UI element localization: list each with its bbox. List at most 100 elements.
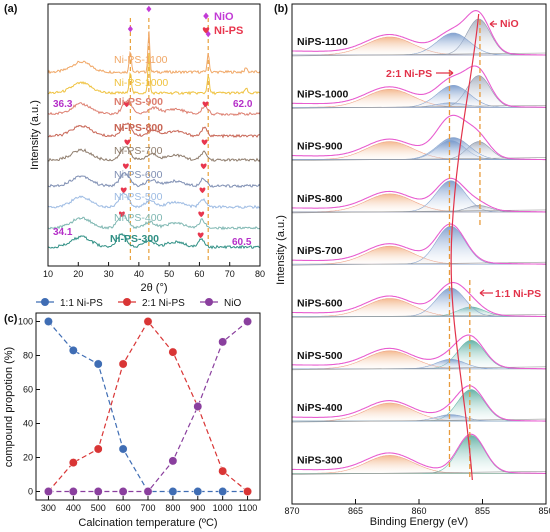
panel-a-y-label: Intensity (a.u.): [29, 100, 41, 170]
panel-c-x-tick-label: 1100: [238, 503, 257, 513]
panel-c-data-point: [243, 317, 253, 326]
panel-a-annotation: 62.0: [233, 99, 253, 110]
panel-a-nips-marker: [120, 187, 127, 194]
panel-c-legend-marker: [41, 298, 49, 306]
panel-b-component-peak-2-1: [292, 137, 546, 160]
panel-b-component-peak-2-1: [292, 359, 546, 370]
panel-a-x-label: 2θ (°): [140, 282, 167, 294]
panel-a-curve: [47, 232, 261, 250]
panel-b-x-label: Binding Energy (eV): [370, 516, 468, 528]
panel-c-data-point: [168, 487, 178, 496]
panel-c-x-tick-label: 800: [165, 503, 180, 513]
panel-a-curve: [47, 146, 261, 163]
panel-b-baseline: [291, 52, 547, 57]
panel-a-series-label: Ni-PS-800: [114, 122, 163, 134]
panel-a-series-labels: Ni-PS-1100 Ni-PS-1000 Ni-PS-900 Ni-PS-800 Ni…: [110, 54, 168, 245]
panel-c-x-tick-label: 700: [140, 503, 155, 513]
panel-a-x-tick-label: 30: [104, 269, 114, 279]
panel-a-nips-marker: [202, 101, 209, 108]
panel-b-envelope: [292, 385, 546, 422]
panel-b-series-label: NiPS-500: [297, 350, 343, 362]
panel-c-axes: 300 400 500 600 700 800 900 1000 1100 0 20 40 60 80 10…: [18, 317, 257, 514]
panel-a-x-tick-label: 10: [43, 269, 53, 279]
panel-c-data-point: [193, 487, 203, 496]
panel-c-series: [43, 317, 253, 496]
panel-a-curve: [47, 212, 261, 231]
panel-b-component-peak-nio: [292, 205, 546, 213]
panel-a-legend-marker: [203, 12, 209, 20]
panel-a-series-label: Ni-PS-300: [110, 233, 159, 245]
panel-a-frame: [47, 3, 261, 267]
panel-c-data-point: [43, 317, 53, 326]
panel-c-legend: 1:1 Ni-PS 2:1 Ni-PS NiO: [36, 298, 241, 309]
panel-c-legend-marker: [123, 298, 131, 306]
panel-b-baseline: [291, 157, 547, 161]
panel-b-arrow: [436, 69, 454, 77]
panel-c-data-point: [218, 487, 228, 496]
panel-a-x-tick-label: 40: [134, 269, 144, 279]
panel-b-arrow: [489, 20, 497, 28]
panel-a-x-axis: 10 20 30 40 50 60 70 80: [43, 262, 265, 279]
panel-b-series-label: NiPS-1100: [297, 36, 348, 48]
panel-b-x-tick-label: 870: [284, 506, 299, 516]
panel-c-legend-label: 1:1 Ni-PS: [60, 298, 103, 309]
panel-b-x-tick-label: 865: [348, 506, 363, 516]
panel-b-envelope: [292, 433, 546, 474]
panel-c-data-point: [68, 345, 78, 355]
panel-a-nips-marker: [118, 211, 125, 218]
panel-a-annotation: 60.5: [232, 237, 252, 248]
panel-c-series-line: [47, 320, 248, 492]
panel-a-nio-marker: [146, 5, 152, 13]
panel-c-y-tick-label: 100: [18, 317, 33, 327]
panel-c-label: (c): [4, 313, 18, 325]
panel-a-series-label: Ni-PS-400: [114, 212, 163, 224]
panel-a-series-label: Ni-PS-500: [114, 191, 163, 203]
panel-c-data-point: [243, 487, 253, 496]
panel-b-baseline: [291, 105, 547, 109]
panel-c-data-point: [218, 337, 228, 347]
panel-c-data-point: [68, 458, 78, 468]
panel-a-series-label: Ni-PS-1000: [114, 77, 168, 89]
panel-a-curve: [47, 98, 261, 117]
panel-c-x-tick-label: 600: [116, 503, 131, 513]
panel-a-series-label: Ni-PS-900: [114, 96, 163, 108]
panel-c-data-point: [93, 444, 103, 454]
panel-b-series-label: NiPS-600: [297, 298, 343, 310]
panel-a-curves: [47, 31, 261, 250]
panel-b-envelope: [292, 334, 546, 370]
panel-c-data-point: [193, 402, 203, 411]
panel-a-legend: NiO Ni-PS: [202, 11, 243, 37]
panel-b-label: (b): [274, 3, 288, 15]
panel-b-x-tick-label: 850: [538, 506, 550, 516]
panel-c-x-tick-label: 400: [66, 503, 81, 513]
panel-c-data-point: [143, 487, 153, 496]
panel-b-y-label: Intensity (a.u.): [275, 215, 287, 285]
panel-c-data-point: [168, 456, 178, 466]
panel-c-y-tick-label: 40: [23, 419, 33, 429]
panel-c-x-tick-label: 500: [91, 503, 106, 513]
panel-b-annotations: NiO 2:1 Ni-PS 1:1 Ni-PS: [386, 18, 541, 300]
panel-c-data-point: [68, 487, 78, 496]
panel-a-x-tick-label: 70: [225, 269, 235, 279]
panel-b: (b) 870865860855850 Binding Energy (eV) …: [274, 3, 550, 528]
panel-b-arrow: [479, 289, 493, 297]
panel-c-data-point: [218, 466, 228, 476]
panel-b-baseline: [291, 366, 547, 371]
panel-c-data-point: [118, 444, 128, 454]
panel-a-legend-label: Ni-PS: [214, 25, 243, 37]
panel-b-series-labels: NiPS-1100 NiPS-1000 NiPS-900 NiPS-800 NiPS-7…: [297, 36, 349, 466]
panel-b-envelope: [292, 114, 546, 161]
panel-a-x-tick-label: 60: [194, 269, 204, 279]
panel-c-data-point: [43, 487, 53, 496]
panel-a-series-label: Ni-PS-700: [114, 145, 163, 157]
panel-c-y-tick-label: 60: [23, 385, 33, 395]
panel-a-nips-marker: [197, 232, 204, 239]
panel-b-component-peak-2-1: [292, 85, 546, 108]
panel-c-series-line: [48, 321, 248, 493]
panel-a-nips-marker: [198, 211, 205, 218]
panel-a-x-tick-label: 20: [73, 269, 83, 279]
panel-b-series-label: NiPS-800: [297, 193, 343, 205]
panel-c-y-label: compound propotion (%): [3, 347, 15, 467]
panel-b-component-peak-2-1: [292, 225, 546, 265]
panel-a-nio-marker: [127, 25, 133, 33]
